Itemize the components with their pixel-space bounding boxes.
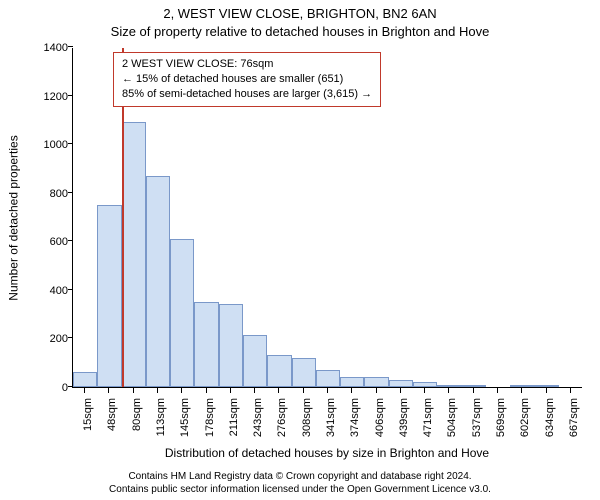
x-tick-mark [108,388,109,393]
y-tick-mark [68,46,73,47]
footer-attribution: Contains HM Land Registry data © Crown c… [0,471,600,496]
histogram-bar [292,358,316,387]
x-axis-ticks: 15sqm 48sqm 80sqm 113sqm 145sqm 178sqm 211sqm 2… [72,388,582,446]
y-tick-label: 1400 [44,42,68,54]
y-axis-title: Number of detached properties [6,48,22,388]
annotation-line: ← 15% of detached houses are smaller (65… [122,72,372,87]
x-tick-label: 211sqm [228,398,240,436]
x-tick-mark [278,388,279,393]
histogram-bar [316,370,340,387]
chart-title-address: 2, WEST VIEW CLOSE, BRIGHTON, BN2 6AN [0,6,600,21]
x-tick-label: 374sqm [349,398,361,437]
x-tick-label: 276sqm [276,398,288,437]
histogram-bar [170,239,194,387]
histogram-bar [194,302,218,387]
y-tick-label: 600 [50,236,68,248]
x-tick-mark [424,388,425,393]
x-tick-mark [157,388,158,393]
x-tick-mark [254,388,255,393]
histogram-bar [437,385,461,387]
histogram-bar [413,382,437,387]
y-tick-mark [68,289,73,290]
x-tick-label: 80sqm [131,398,143,431]
y-tick-mark [68,240,73,241]
chart-title-description: Size of property relative to detached ho… [0,24,600,39]
y-tick-label: 0 [62,382,68,394]
y-tick-label: 400 [50,285,68,297]
x-tick-label: 145sqm [179,398,191,437]
x-tick-mark [206,388,207,393]
x-tick-label: 471sqm [422,398,434,437]
annotation-line: 85% of semi-detached houses are larger (… [122,87,372,102]
y-tick-mark [68,337,73,338]
annotation-line: 2 WEST VIEW CLOSE: 76sqm [122,57,372,72]
histogram-bar [510,385,534,387]
x-tick-label: 243sqm [252,398,264,437]
x-tick-label: 634sqm [544,398,556,437]
footer-line-1: Contains HM Land Registry data © Crown c… [0,471,600,484]
chart-root: { "titles": { "line1": "2, WEST VIEW CLO… [0,0,600,500]
x-tick-mark [84,388,85,393]
x-tick-label: 439sqm [398,398,410,437]
histogram-bar [364,377,388,387]
x-tick-label: 341sqm [325,398,337,437]
plot-area: 2 WEST VIEW CLOSE: 76sqm← 15% of detache… [72,48,582,388]
x-tick-label: 504sqm [446,398,458,437]
x-tick-mark [570,388,571,393]
histogram-bar [243,335,267,387]
x-tick-label: 537sqm [471,398,483,437]
x-tick-mark [133,388,134,393]
y-tick-label: 800 [50,188,68,200]
y-axis-ticks: 0200400600800100012001400 [24,48,72,388]
x-tick-label: 113sqm [155,398,167,436]
x-tick-label: 15sqm [82,398,94,431]
y-tick-label: 200 [50,333,68,345]
x-tick-label: 48sqm [106,398,118,431]
histogram-bar [146,176,170,387]
x-tick-mark [521,388,522,393]
y-axis-title-text: Number of detached properties [7,135,21,300]
histogram-bar [340,377,364,387]
y-tick-mark [68,95,73,96]
histogram-bar [122,122,146,387]
x-tick-mark [327,388,328,393]
x-tick-label: 667sqm [568,398,580,437]
histogram-bar [219,304,243,387]
x-tick-mark [497,388,498,393]
x-tick-mark [230,388,231,393]
x-tick-label: 406sqm [374,398,386,437]
plot-outer: 2 WEST VIEW CLOSE: 76sqm← 15% of detache… [72,48,582,388]
histogram-bar [389,380,413,387]
histogram-bar [462,385,486,387]
x-tick-mark [181,388,182,393]
x-tick-label: 308sqm [301,398,313,437]
x-tick-mark [376,388,377,393]
x-tick-mark [473,388,474,393]
x-axis-title: Distribution of detached houses by size … [72,446,582,460]
x-tick-label: 178sqm [204,398,216,437]
x-tick-mark [448,388,449,393]
y-tick-mark [68,192,73,193]
histogram-bar [267,355,291,387]
footer-line-2: Contains public sector information licen… [0,484,600,497]
y-tick-label: 1000 [44,139,68,151]
histogram-bar [73,372,97,387]
x-tick-label: 569sqm [495,398,507,437]
annotation-box: 2 WEST VIEW CLOSE: 76sqm← 15% of detache… [113,52,381,107]
x-tick-mark [400,388,401,393]
x-tick-mark [546,388,547,393]
y-tick-mark [68,143,73,144]
x-tick-mark [351,388,352,393]
x-tick-label: 602sqm [519,398,531,437]
histogram-bar [534,385,558,387]
x-tick-mark [303,388,304,393]
y-tick-label: 1200 [44,91,68,103]
histogram-bar [97,205,121,387]
